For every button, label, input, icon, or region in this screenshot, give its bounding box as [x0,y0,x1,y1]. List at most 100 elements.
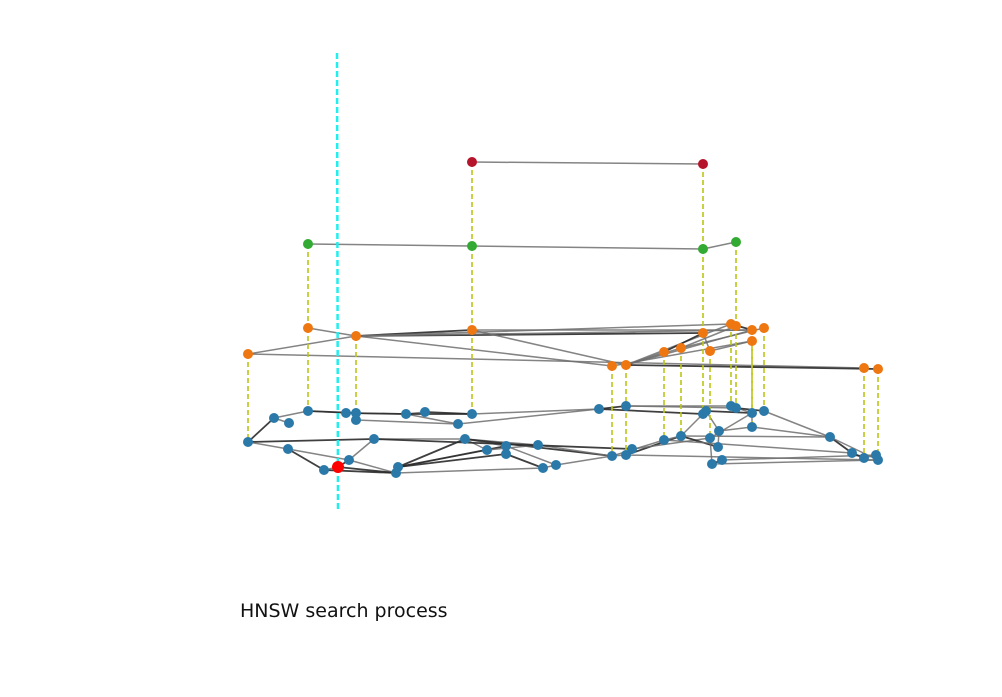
graph-edge [471,408,600,415]
graph-edge [505,453,544,469]
graph-edge [598,408,704,415]
graph-edge [471,161,704,165]
base-node [420,407,430,417]
graph-edge [505,445,557,466]
base-node [707,459,717,469]
layer0-node [676,343,686,353]
graph-edge [680,435,719,448]
base-node [501,449,511,459]
graph-edge [247,438,375,443]
graph-edge [287,448,325,471]
layer1-node [467,241,477,251]
base-node [676,431,686,441]
graph-edge [763,410,831,438]
layer0-node [303,323,313,333]
layer0-node [731,321,741,331]
base-node [713,442,723,452]
layer0-node [747,336,757,346]
graph-edge [397,438,466,468]
base-node [393,462,403,472]
base-node [269,413,279,423]
graph-edge [307,327,357,337]
layer1-node [731,237,741,247]
layer0-node [467,325,477,335]
base-node [627,444,637,454]
base-node [747,422,757,432]
graph-edge [273,410,309,419]
graph-edge [705,410,753,414]
base-node [714,426,724,436]
graph-edge [751,426,831,438]
graph-edge [247,417,275,443]
graph-edge [355,419,459,425]
layer1-node [303,239,313,249]
base-node [351,415,361,425]
base-node [284,418,294,428]
layer0-node [698,328,708,338]
base-node [717,455,727,465]
base-node [533,440,543,450]
base-node [453,419,463,429]
layer0-node [759,323,769,333]
layer1-node [698,244,708,254]
graph-edge [337,466,397,474]
layer2-node [698,159,708,169]
graph-edge [457,408,600,425]
base-node [731,403,741,413]
base-node [401,409,411,419]
layer0-node [705,346,715,356]
base-node [303,406,313,416]
graph-edge [247,335,357,355]
graph-edge [680,413,704,437]
layer0-node [659,347,669,357]
base-node [873,455,883,465]
base-node [501,441,511,451]
graph-edge [405,413,459,425]
query-line [335,52,340,513]
base-node [825,432,835,442]
graph-edge [718,426,753,432]
layer0-node [859,363,869,373]
base-node [369,434,379,444]
layer0-node [873,364,883,374]
base-node [460,434,470,444]
base-node [351,408,361,418]
graph-edge [702,241,737,250]
graph-edge [709,340,753,352]
graph-edge [348,438,375,461]
graph-edge [537,444,613,457]
graph-edge [555,455,613,466]
graph-edge [611,340,753,367]
caption: HNSW search process [240,600,448,622]
graph-edge [397,453,507,468]
graph-edge [663,332,704,353]
base-node [607,451,617,461]
graph-edge [247,353,865,369]
graph-nodes [243,157,883,478]
graph-edge [471,329,627,366]
base-node [283,444,293,454]
base-node [319,465,329,475]
graph-edges [247,161,879,474]
layer2-node [467,157,477,167]
base-node [243,437,253,447]
base-node [705,433,715,443]
base-node [551,460,561,470]
graph-edge [711,459,879,465]
layer-projection-lines [247,162,879,460]
layer0-node [243,349,253,359]
graph-edge [307,243,704,250]
graph-edge [625,454,879,461]
base-node [341,408,351,418]
layer0-node [747,325,757,335]
base-node [847,448,857,458]
layer0-node [351,331,361,341]
base-node [482,445,492,455]
base-node [344,455,354,465]
base-node [659,435,669,445]
graph-edge [680,435,831,438]
graph-edge [355,329,753,337]
layer0-node [621,360,631,370]
graph-edge [680,325,737,349]
